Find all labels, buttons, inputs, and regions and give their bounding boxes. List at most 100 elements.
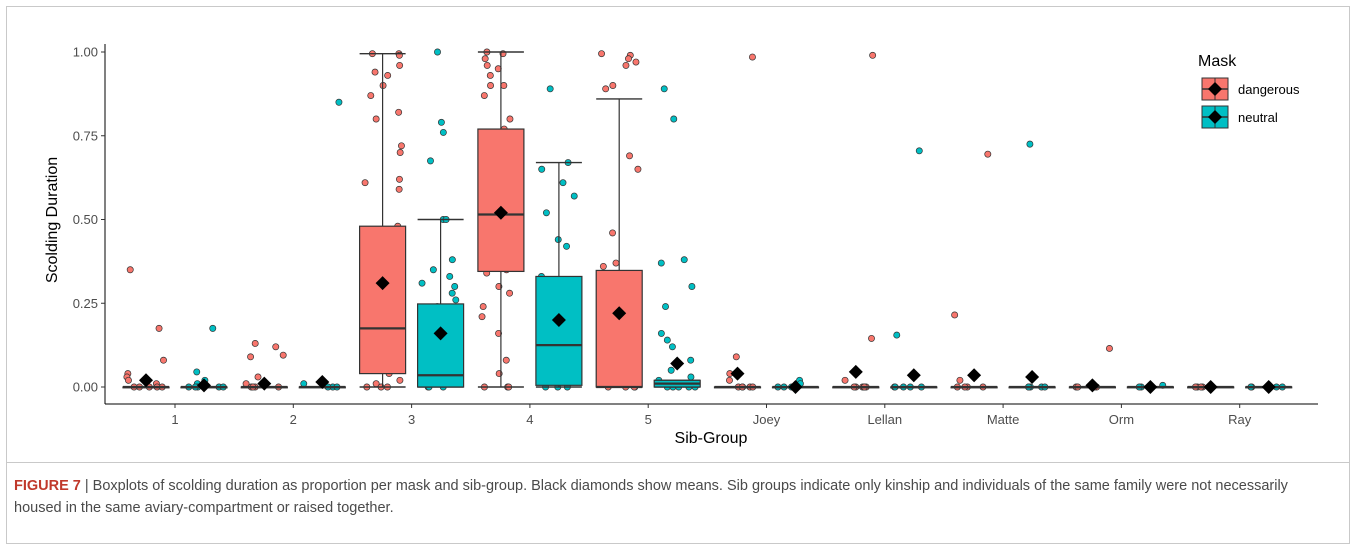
data-point — [559, 179, 567, 187]
data-point — [495, 329, 503, 337]
caption-divider — [7, 462, 1349, 463]
data-point — [726, 376, 733, 384]
data-point — [563, 242, 571, 250]
data-point — [667, 366, 675, 374]
figure-frame — [6, 6, 1350, 544]
data-point — [371, 68, 379, 76]
data-point — [687, 356, 695, 364]
data-point — [538, 165, 546, 173]
data-point — [546, 85, 554, 93]
data-point — [448, 256, 456, 264]
data-point — [868, 334, 875, 342]
mean-diamond-neutral-Lellan — [906, 368, 921, 383]
mean-diamond-dangerous-Ray — [1203, 380, 1218, 394]
data-point — [439, 128, 447, 136]
data-point — [612, 259, 620, 267]
data-point — [869, 51, 877, 59]
data-point — [451, 283, 459, 290]
data-point — [480, 92, 488, 100]
legend-key-mean — [1208, 110, 1222, 124]
x-tick-label: 1 — [171, 412, 178, 427]
data-point — [361, 179, 369, 187]
data-point — [500, 82, 508, 89]
mean-diamond-dangerous-Matte — [967, 368, 982, 383]
data-point — [506, 115, 514, 123]
data-point — [395, 175, 403, 183]
data-point — [487, 82, 494, 89]
x-axis-title: Sib-Group — [675, 430, 748, 447]
legend-label-neutral: neutral — [1238, 110, 1278, 125]
y-tick-label: 1.00 — [73, 45, 98, 60]
x-tick-label: 3 — [408, 412, 415, 427]
mean-diamond-dangerous-2 — [257, 376, 272, 391]
mean-diamond-dangerous-3 — [375, 276, 390, 291]
data-point — [300, 380, 308, 388]
data-point — [160, 356, 167, 364]
data-point — [554, 236, 562, 244]
data-point — [434, 48, 441, 56]
jitter-points-layer — [123, 48, 1286, 391]
mean-diamond-dangerous-5 — [612, 306, 627, 321]
figure-caption: FIGURE 7 | Boxplots of scolding duration a… — [14, 475, 1339, 519]
mean-diamond-dangerous-Joey — [730, 366, 745, 381]
data-point — [632, 58, 640, 66]
data-point — [396, 376, 404, 384]
mean-diamond-neutral-3 — [433, 326, 448, 341]
mean-diamond-neutral-1 — [197, 378, 211, 393]
data-point — [663, 336, 671, 344]
data-point — [609, 229, 617, 237]
mean-diamond-dangerous-Lellan — [848, 364, 863, 379]
data-point — [398, 142, 405, 150]
x-tick-label: 2 — [290, 412, 297, 427]
mean-diamond-neutral-Orm — [1143, 380, 1158, 394]
box-neutral-3 — [417, 303, 465, 388]
data-point — [625, 55, 632, 63]
data-point — [732, 353, 740, 361]
box-neutral-4 — [535, 275, 583, 386]
data-point — [1026, 140, 1034, 148]
data-point — [209, 324, 217, 332]
data-point — [622, 61, 630, 69]
box-dangerous-4 — [477, 128, 525, 273]
data-point — [483, 61, 491, 69]
data-point — [481, 55, 489, 63]
data-point — [125, 376, 132, 384]
data-point — [502, 356, 510, 364]
data-point — [254, 373, 262, 381]
data-point — [478, 313, 486, 321]
mean-diamond-neutral-2 — [315, 374, 330, 389]
data-point — [247, 353, 255, 361]
data-point — [634, 165, 642, 173]
boxplot-chart: 0.00 0.25 0.50 0.75 1.00 1 2 3 4 5 Joey Lellan Matte… — [44, 44, 1318, 447]
mean-diamond-dangerous-Orm — [1085, 378, 1100, 393]
data-point — [272, 343, 280, 351]
boxes-layer — [122, 51, 1293, 389]
y-tick-label: 0.75 — [73, 128, 98, 143]
data-point — [602, 85, 610, 93]
data-point — [956, 376, 964, 384]
data-point — [429, 266, 437, 274]
x-tick-label: 4 — [526, 412, 533, 427]
data-point — [688, 283, 696, 290]
box-dangerous-5 — [595, 269, 643, 388]
data-point — [662, 303, 669, 311]
x-tick-label: Matte — [987, 412, 1020, 427]
x-tick-label: Ray — [1228, 412, 1252, 427]
mean-diamond-neutral-4 — [551, 313, 566, 327]
data-point — [395, 185, 403, 193]
y-axis-title: Scolding Duration — [44, 157, 61, 283]
x-tick-label: Orm — [1109, 412, 1134, 427]
data-point — [384, 71, 392, 79]
box-dangerous-3 — [359, 225, 407, 375]
x-tick-label: Lellan — [867, 412, 902, 427]
data-point — [687, 373, 695, 381]
data-point — [657, 259, 665, 267]
data-point — [279, 351, 287, 359]
data-point — [951, 311, 959, 319]
data-point — [251, 340, 259, 347]
data-point — [841, 376, 849, 384]
data-point — [427, 157, 434, 165]
data-point — [367, 92, 375, 100]
data-point — [396, 61, 404, 69]
data-point — [396, 149, 404, 156]
